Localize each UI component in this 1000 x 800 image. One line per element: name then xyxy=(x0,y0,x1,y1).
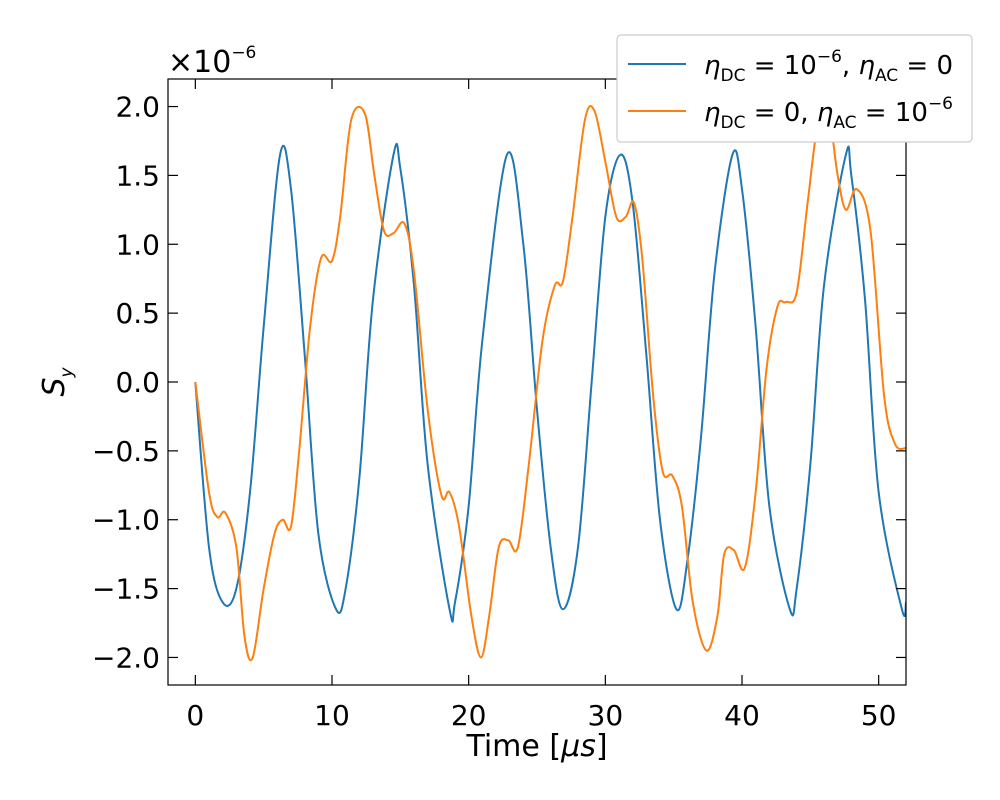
x-tick-label: 50 xyxy=(861,699,897,732)
x-tick-label: 0 xyxy=(186,699,204,732)
y-scale-multiplier: ×10−6 xyxy=(168,43,256,80)
y-tick-label: −0.5 xyxy=(92,435,160,468)
y-axis-label: Sy xyxy=(37,367,77,397)
series-layer xyxy=(194,105,906,662)
legend-box xyxy=(616,34,973,143)
ticks-layer: 0 10 20 30 40 50 −2.0 −1.5 −1.0 −0.5 0.0 0.5 1.0 1.5 2… xyxy=(92,79,906,732)
x-tick-label: 20 xyxy=(451,699,487,732)
legend: ηDC = 10−6, ηAC = 0 ηDC = 0, ηAC = 10−6 xyxy=(616,34,973,143)
y-tick-label: −1.5 xyxy=(92,573,160,606)
y-tick-label: −2.0 xyxy=(92,641,160,674)
series-line-1 xyxy=(194,105,906,662)
x-tick-label: 40 xyxy=(724,699,760,732)
y-tick-label: 0.5 xyxy=(115,297,160,330)
y-tick-label: 1.5 xyxy=(115,159,160,192)
y-tick-label: −1.0 xyxy=(92,504,160,537)
legend-label-dc: ηDC = 10−6, ηAC = 0 xyxy=(704,47,953,86)
legend-label-ac: ηDC = 0, ηAC = 10−6 xyxy=(704,94,953,133)
plot-area: 0 10 20 30 40 50 −2.0 −1.5 −1.0 −0.5 0.0 0.5 1.0 1.5 2… xyxy=(92,78,907,732)
y-tick-label: 2.0 xyxy=(115,91,160,124)
x-axis-label: Time [μs] xyxy=(465,729,607,764)
x-tick-label: 10 xyxy=(314,699,350,732)
series-line-0 xyxy=(194,142,906,623)
y-tick-label: 0.0 xyxy=(115,366,160,399)
y-tick-label: 1.0 xyxy=(115,228,160,261)
x-tick-label: 30 xyxy=(588,699,624,732)
